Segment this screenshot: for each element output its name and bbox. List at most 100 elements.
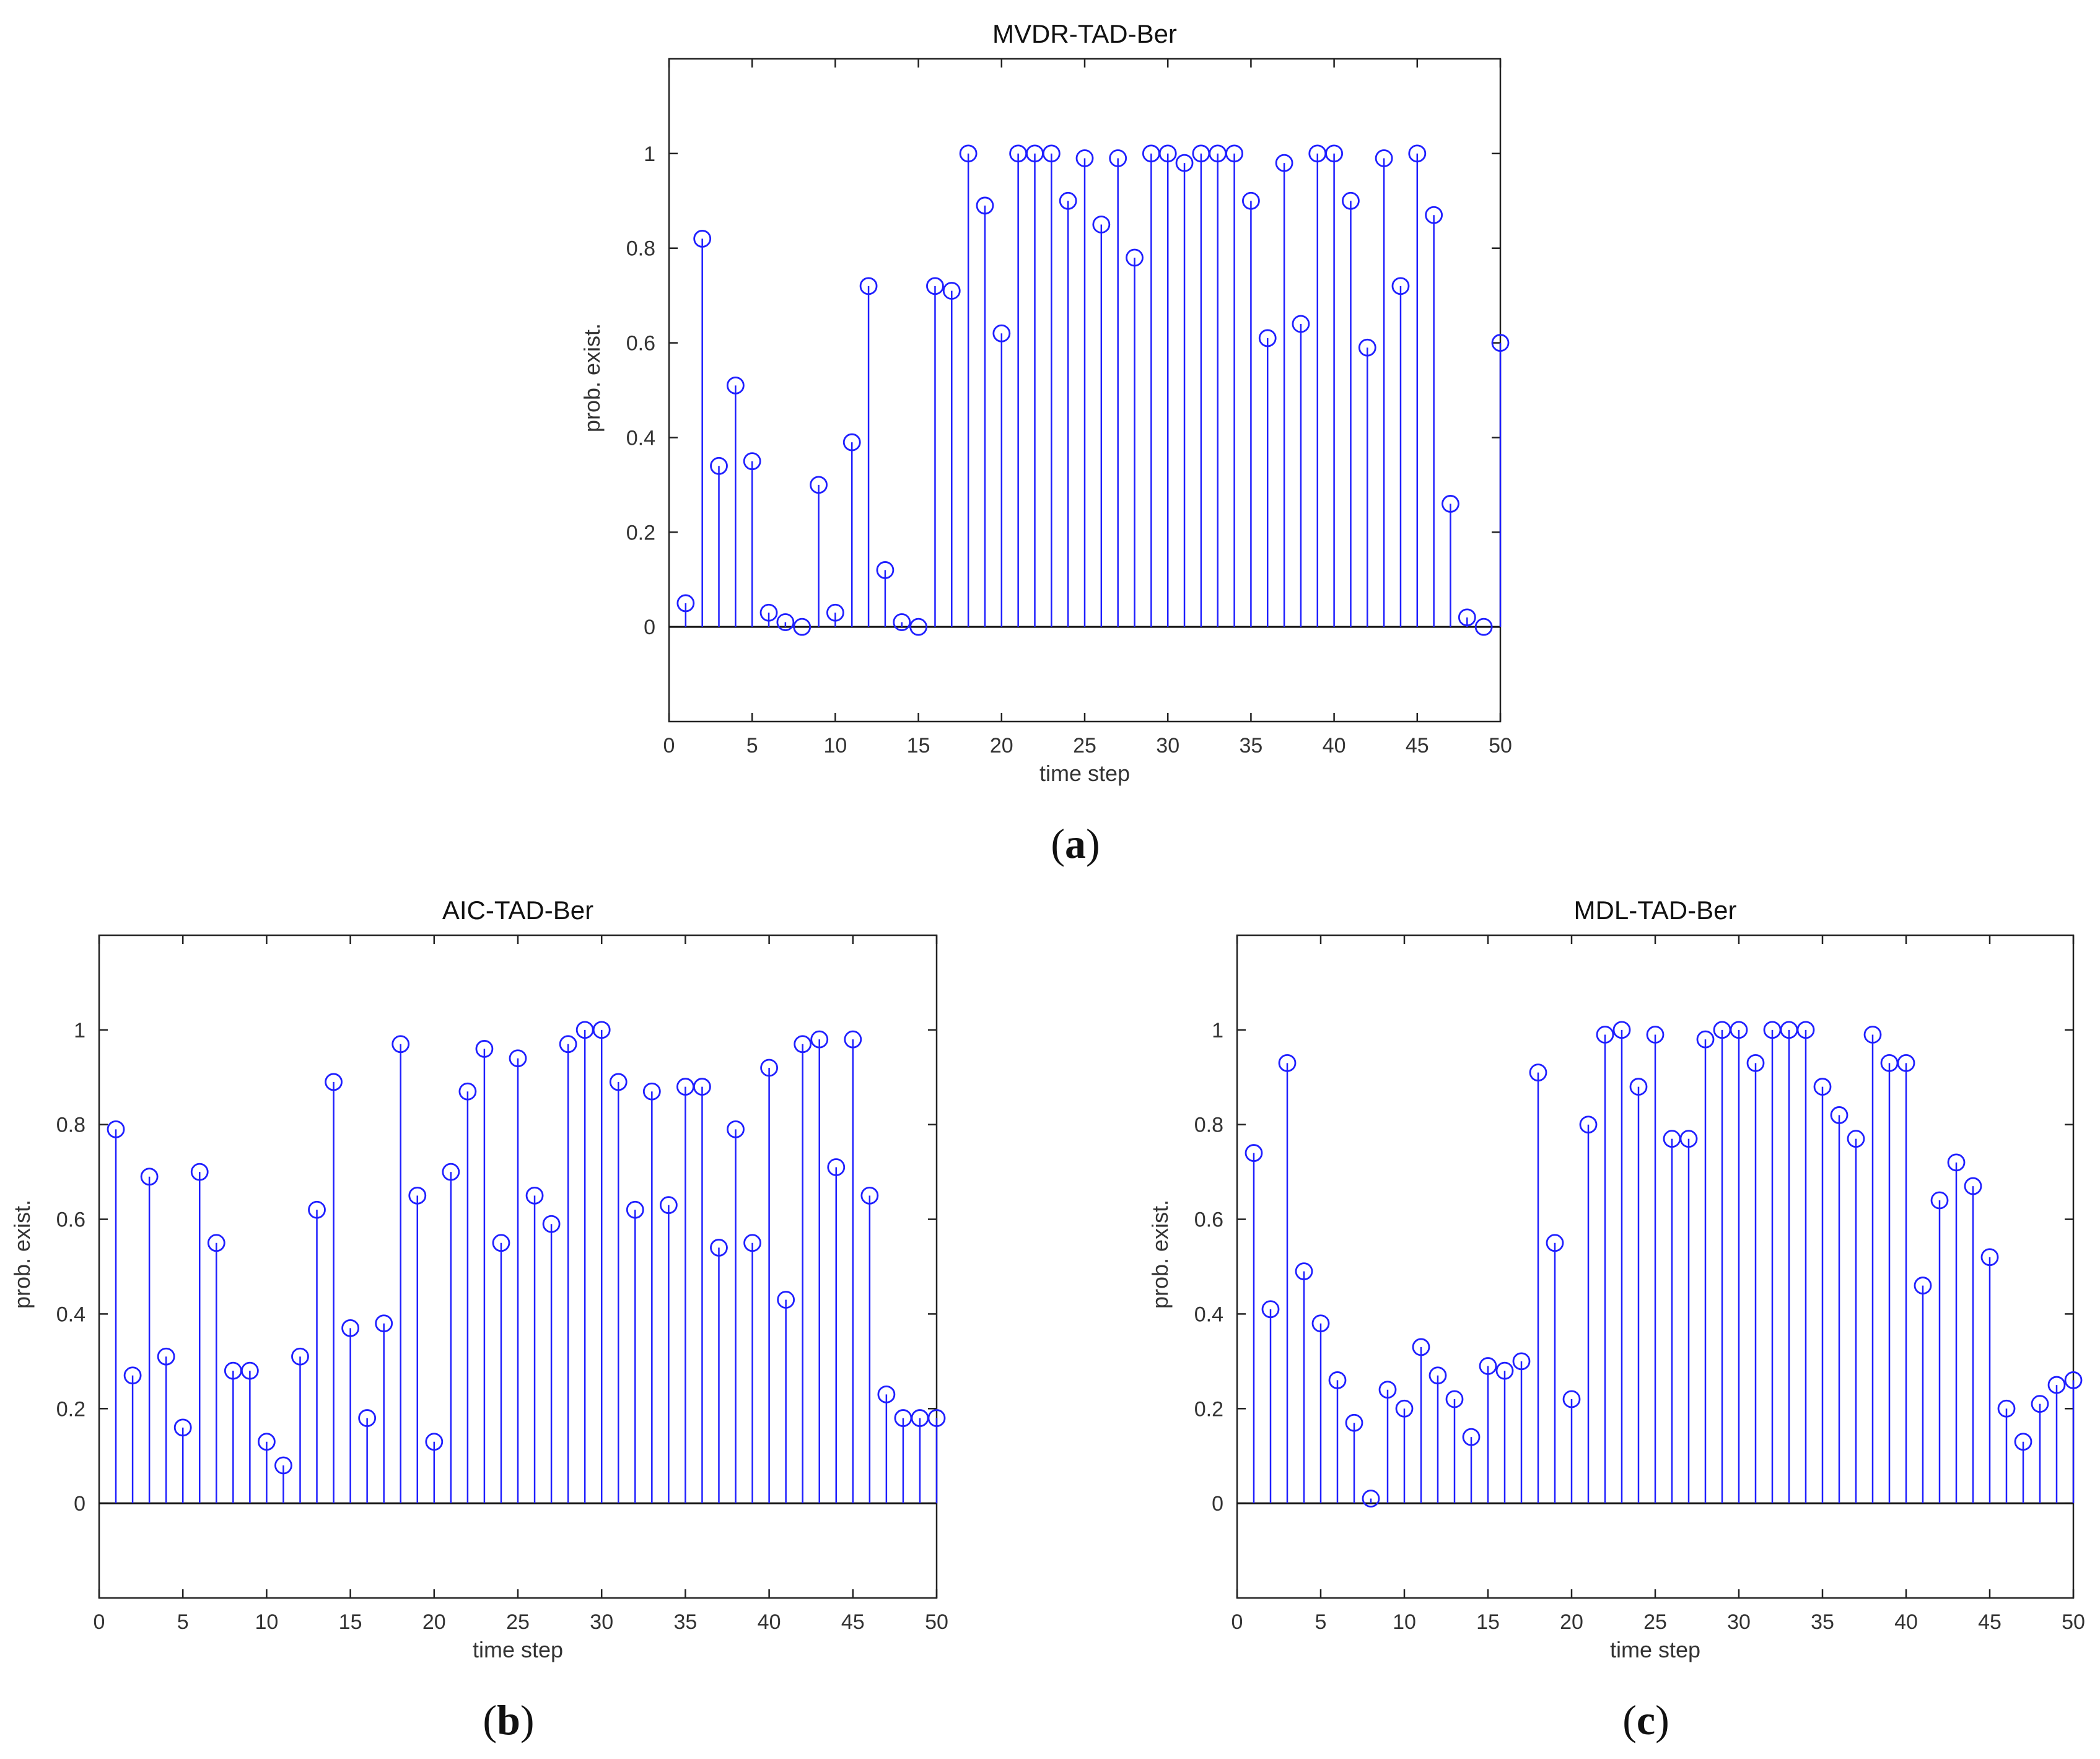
y-axis-label: prob. exist. xyxy=(1147,1200,1173,1309)
data-point-marker xyxy=(1358,338,1376,357)
data-point-marker xyxy=(1830,1106,1848,1124)
data-point-marker xyxy=(693,1078,711,1096)
data-point-marker xyxy=(1391,277,1410,295)
x-tick-label: 50 xyxy=(925,1610,948,1634)
data-point-marker xyxy=(274,1456,292,1475)
y-tick-label: 0.6 xyxy=(626,332,655,356)
data-point-marker xyxy=(810,476,828,494)
data-point-marker xyxy=(760,1058,778,1077)
data-point-marker xyxy=(1042,144,1061,163)
x-tick-label: 50 xyxy=(1489,734,1512,757)
panel-caption: (b) xyxy=(483,1696,534,1744)
data-point-marker xyxy=(107,1120,125,1138)
data-point-marker xyxy=(375,1314,393,1333)
data-point-marker xyxy=(1428,1366,1447,1385)
x-tick-label: 20 xyxy=(422,1610,446,1634)
data-point-marker xyxy=(425,1433,444,1451)
data-point-marker xyxy=(826,603,844,622)
data-point-marker xyxy=(542,1215,561,1233)
y-tick-label: 0 xyxy=(644,616,655,639)
data-point-marker xyxy=(592,1021,611,1039)
data-point-marker xyxy=(1311,1314,1330,1333)
data-point-marker xyxy=(676,594,695,613)
x-tick-label: 15 xyxy=(907,734,930,757)
x-tick-label: 10 xyxy=(1393,1610,1416,1634)
data-point-marker xyxy=(1474,618,1493,636)
data-point-marker xyxy=(909,618,927,636)
x-axis-label: time step xyxy=(1610,1637,1700,1662)
data-point-marker xyxy=(1295,1262,1313,1281)
x-tick-label: 35 xyxy=(1239,734,1262,757)
data-point-marker xyxy=(1546,1234,1564,1252)
x-tick-label: 45 xyxy=(1406,734,1429,757)
y-tick-label: 1 xyxy=(644,142,655,166)
chart-panel-b: 0 5 10 15 20 25 30 35 40 45 50 0 0.2 0.4 0.6 0.8 1 AIC-TA… xyxy=(9,896,948,1744)
data-point-marker xyxy=(642,1082,661,1101)
y-axis-label: prob. exist. xyxy=(9,1200,35,1309)
data-point-marker xyxy=(1997,1399,2016,1418)
x-tick-label: 20 xyxy=(1560,1610,1583,1634)
data-point-marker xyxy=(693,230,712,248)
x-tick-label: 30 xyxy=(1727,1610,1751,1634)
x-tick-label: 30 xyxy=(1156,734,1179,757)
data-point-marker xyxy=(743,1234,761,1252)
data-point-marker xyxy=(1075,149,1094,167)
data-point-marker xyxy=(1462,1428,1481,1446)
x-tick-label: 40 xyxy=(758,1610,781,1634)
data-point-marker xyxy=(794,1035,812,1054)
data-point-marker xyxy=(1175,154,1194,172)
data-point-marker xyxy=(257,1433,276,1451)
y-tick-label: 0.4 xyxy=(626,426,655,450)
data-point-marker xyxy=(1964,1177,1982,1195)
y-axis-label: prob. exist. xyxy=(579,323,605,432)
data-point-marker xyxy=(1412,1338,1430,1356)
data-point-marker xyxy=(157,1347,175,1366)
x-tick-label: 15 xyxy=(1476,1610,1500,1634)
data-point-marker xyxy=(1980,1248,1999,1267)
data-point-marker xyxy=(860,1186,879,1205)
data-point-marker xyxy=(442,1163,460,1181)
x-tick-label: 0 xyxy=(1232,1610,1243,1634)
data-point-marker xyxy=(1458,608,1476,627)
x-tick-label: 25 xyxy=(1643,1610,1667,1634)
data-point-marker xyxy=(759,603,778,622)
data-point-marker xyxy=(140,1168,159,1186)
data-point-marker xyxy=(1696,1030,1715,1049)
data-point-marker xyxy=(475,1040,494,1058)
data-point-marker xyxy=(1109,149,1127,167)
x-tick-label: 50 xyxy=(2062,1610,2085,1634)
data-point-marker xyxy=(626,1200,644,1219)
data-point-marker xyxy=(959,144,978,163)
data-point-marker xyxy=(1362,1490,1380,1508)
data-point-marker xyxy=(458,1082,477,1101)
chart-title: AIC-TAD-Ber xyxy=(442,896,593,925)
data-point-marker xyxy=(341,1319,359,1337)
data-point-marker xyxy=(842,433,861,452)
data-point-marker xyxy=(1847,1130,1865,1148)
data-point-marker xyxy=(609,1073,628,1091)
x-tick-label: 30 xyxy=(590,1610,613,1634)
y-tick-label: 0.8 xyxy=(1194,1114,1223,1137)
data-point-marker xyxy=(1092,216,1111,234)
data-point-marker xyxy=(291,1347,309,1366)
y-tick-label: 0.2 xyxy=(1194,1397,1223,1421)
data-point-marker xyxy=(1930,1191,1949,1210)
x-tick-label: 10 xyxy=(255,1610,278,1634)
data-point-marker xyxy=(1914,1277,1932,1294)
chart-title: MVDR-TAD-Ber xyxy=(992,19,1177,48)
data-point-marker xyxy=(2031,1395,2049,1413)
x-tick-label: 20 xyxy=(990,734,1013,757)
panel-caption-letter: c xyxy=(1637,1696,1655,1744)
data-point-marker xyxy=(992,324,1011,343)
data-point-marker xyxy=(927,1409,946,1427)
x-tick-label: 10 xyxy=(823,734,847,757)
data-point-marker xyxy=(1328,1371,1347,1389)
data-point-marker xyxy=(777,1291,795,1309)
data-point-marker xyxy=(2014,1433,2032,1451)
data-point-marker xyxy=(1275,154,1293,172)
data-point-marker xyxy=(325,1073,343,1091)
y-tick-label: 0.2 xyxy=(56,1397,85,1421)
data-point-marker xyxy=(1579,1115,1598,1134)
data-point-marker xyxy=(1258,329,1277,347)
